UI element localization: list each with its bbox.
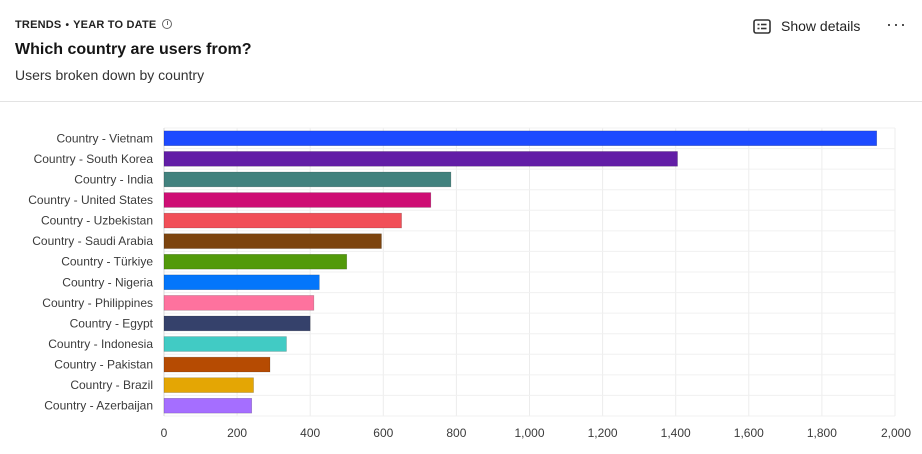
x-tick-label: 800 [446,426,466,440]
x-tick-label: 2,000 [881,426,911,440]
bar[interactable] [163,356,271,373]
details-list-icon [753,18,771,34]
category-label: Country - Brazil [70,378,153,392]
chart-bars [163,130,878,414]
x-tick-label: 1,200 [588,426,618,440]
category-label: Country - Nigeria [62,275,153,289]
x-tick-label: 400 [300,426,320,440]
bar[interactable] [163,336,287,352]
category-label: Country - Türkiye [61,255,153,269]
x-tick-label: 1,800 [807,426,837,440]
category-label: Country - Egypt [70,316,154,330]
bar[interactable] [163,151,678,167]
eyebrow-trends: TRENDS [15,19,62,31]
insight-title: Which country are users from? [15,41,252,58]
category-label: Country - India [74,172,153,186]
x-tick-label: 600 [373,426,393,440]
x-tick-label: 1,600 [734,426,764,440]
category-label: Country - South Korea [34,152,154,166]
clock-icon[interactable] [162,19,173,29]
insight-header: TRENDS • YEAR TO DATE Which country are … [0,0,922,102]
x-tick-label: 200 [227,426,247,440]
bar[interactable] [163,274,320,290]
bar[interactable] [163,315,311,332]
bar[interactable] [163,295,315,311]
insight-subtitle: Users broken down by country [15,67,205,83]
bar[interactable] [163,212,402,229]
chart-grid [163,127,896,417]
eyebrow-bullet: • [65,19,70,31]
bar[interactable] [163,398,253,414]
category-label: Country - Philippines [42,296,153,310]
bar[interactable] [163,377,254,393]
chart-x-ticks: 0 200 400 600 800 1,000 1,200 1,400 1,600 1,800 2,… [161,426,912,440]
bar[interactable] [163,171,452,188]
category-label: Country - Indonesia [48,337,153,351]
bar[interactable] [163,192,432,208]
bar[interactable] [163,130,878,146]
chart-category-labels: Country - Vietnam Country - South Korea Co… [28,131,153,412]
header-divider [0,101,922,102]
x-tick-label: 1,000 [514,426,544,440]
eyebrow-date-range: YEAR TO DATE [73,19,157,31]
category-label: Country - Uzbekistan [41,214,153,228]
bar[interactable] [163,233,382,249]
x-tick-label: 1,400 [661,426,691,440]
category-label: Country - Pakistan [54,358,153,372]
category-label: Country - Azerbaijan [44,399,153,413]
show-details-button[interactable]: Show details [753,15,860,37]
more-options-icon[interactable]: ··· [886,14,907,34]
show-details-label: Show details [781,18,861,34]
category-label: Country - United States [28,193,153,207]
x-tick-label: 0 [161,426,168,440]
category-label: Country - Vietnam [57,131,154,145]
insight-eyebrow: TRENDS • YEAR TO DATE [15,19,173,31]
category-label: Country - Saudi Arabia [32,234,153,248]
bar[interactable] [163,254,348,270]
